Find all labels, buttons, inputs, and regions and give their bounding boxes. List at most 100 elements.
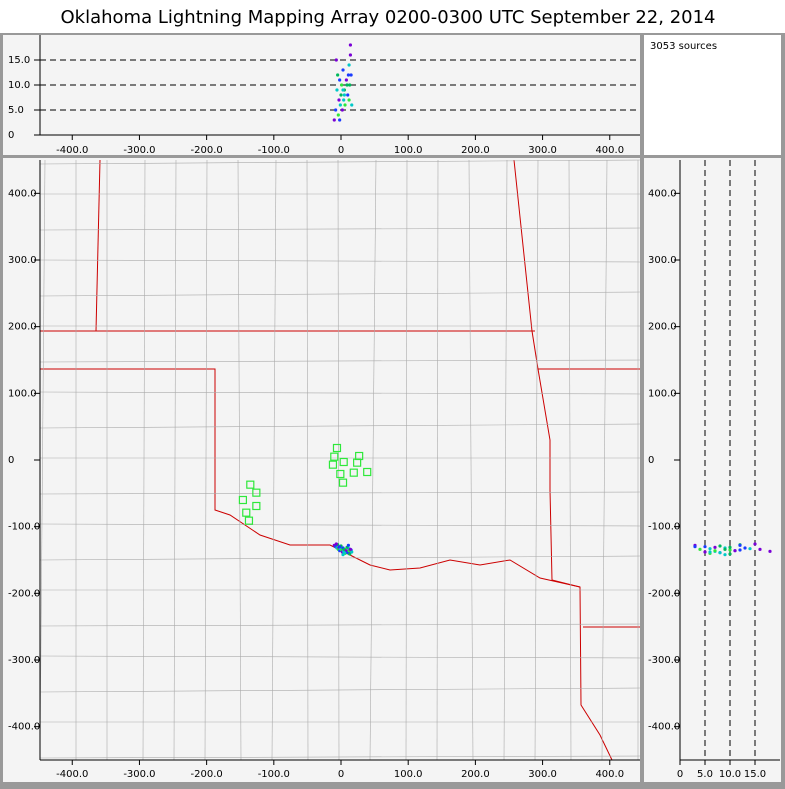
- source-plan: [348, 552, 352, 556]
- x-tick-label: 15.0: [744, 769, 766, 780]
- county-line: [39, 491, 641, 495]
- y-tick-label: 5.0: [8, 105, 24, 116]
- county-line: [39, 523, 641, 527]
- station: [252, 501, 261, 511]
- source-alt-x: [349, 73, 353, 77]
- y-tick-label: 400.0: [8, 188, 37, 199]
- source-plan: [342, 551, 346, 555]
- title: Oklahoma Lightning Mapping Array 0200-03…: [61, 7, 716, 28]
- source-alt-y: [738, 543, 742, 547]
- source-alt-x: [336, 113, 340, 117]
- x-tick-label: 200.0: [461, 769, 490, 780]
- x-tick-label: -300.0: [123, 145, 155, 156]
- title-bar: [0, 0, 785, 33]
- source-alt-y: [728, 552, 732, 556]
- source-plan: [346, 543, 350, 547]
- source-alt-x: [345, 83, 349, 87]
- x-tick-label: 100.0: [394, 145, 423, 156]
- county-line: [39, 655, 641, 659]
- station: [252, 488, 261, 497]
- station: [349, 468, 358, 477]
- source-alt-y: [743, 546, 747, 550]
- y-tick-label: 0: [8, 455, 14, 466]
- source-alt-x: [337, 98, 341, 102]
- x-tick-label: 100.0: [394, 769, 423, 780]
- x-tick-label: 5.0: [697, 769, 713, 780]
- county-line: [369, 159, 377, 761]
- source-alt-x: [340, 108, 344, 112]
- county-line: [39, 687, 641, 693]
- county-line: [39, 423, 641, 429]
- county-line: [39, 259, 641, 263]
- county-line: [237, 159, 242, 761]
- x-tick-label: 300.0: [528, 145, 557, 156]
- station: [238, 495, 248, 505]
- county-line: [436, 159, 439, 761]
- source-alt-x: [347, 98, 351, 102]
- source-alt-x: [341, 88, 345, 92]
- source-alt-x: [344, 78, 348, 82]
- source-alt-x: [342, 93, 346, 97]
- x-tick-label: -100.0: [258, 769, 290, 780]
- county-line: [173, 159, 177, 761]
- state-border: [95, 159, 101, 332]
- y-tick-label: 100.0: [648, 388, 677, 399]
- y-tick-label: 15.0: [8, 55, 30, 66]
- x-tick-label: 10.0: [719, 769, 741, 780]
- source-alt-y: [728, 545, 732, 549]
- station: [330, 452, 339, 461]
- source-alt-x: [332, 118, 336, 122]
- county-line: [337, 159, 340, 761]
- source-alt-x: [348, 43, 353, 47]
- county-line: [468, 159, 474, 761]
- x-tick-label: -400.0: [56, 769, 88, 780]
- station: [244, 516, 254, 525]
- source-alt-x: [335, 88, 339, 92]
- y-tick-label: -400.0: [8, 722, 40, 733]
- source-alt-x: [346, 93, 350, 97]
- count-panel: [644, 35, 781, 155]
- source-alt-y: [723, 547, 727, 551]
- source-alt-x: [347, 63, 351, 67]
- state-border: [513, 159, 613, 761]
- source-plan: [338, 545, 342, 549]
- station: [336, 469, 345, 479]
- y-tick-label: 0: [648, 455, 654, 466]
- county-line: [271, 159, 277, 761]
- station: [246, 480, 255, 489]
- source-alt-x: [343, 103, 347, 107]
- map-base: [39, 159, 641, 761]
- source-alt-x: [346, 73, 350, 77]
- y-tick-label: 200.0: [648, 322, 677, 333]
- station: [363, 467, 372, 477]
- source-count: 3053 sources: [650, 41, 717, 52]
- y-tick-label: 400.0: [648, 188, 677, 199]
- source-alt-y: [753, 542, 757, 546]
- y-tick-label: -100.0: [8, 522, 40, 533]
- county-line: [306, 159, 309, 761]
- source-plan: [350, 550, 354, 554]
- county-line: [601, 159, 608, 761]
- y-tick-label: -300.0: [8, 655, 40, 666]
- source-alt-y: [738, 548, 742, 552]
- x-tick-label: 0: [338, 145, 344, 156]
- state-border: [40, 368, 581, 588]
- station: [339, 457, 348, 467]
- source-alt-y: [748, 547, 752, 551]
- county-line: [405, 159, 408, 761]
- source-alt-y: [718, 544, 722, 548]
- x-tick-label: -200.0: [191, 145, 223, 156]
- county-line: [568, 159, 572, 761]
- county-line: [204, 159, 208, 761]
- y-tick-label: -100.0: [648, 522, 680, 533]
- x-tick-label: 400.0: [595, 769, 624, 780]
- source-alt-x: [338, 78, 342, 82]
- x-tick-label: 200.0: [461, 145, 490, 156]
- source-alt-y: [693, 545, 697, 549]
- y-tick-label: -300.0: [648, 655, 680, 666]
- county-line: [503, 159, 508, 761]
- x-tick-label: -400.0: [56, 145, 88, 156]
- x-tick-label: -100.0: [258, 145, 290, 156]
- source-alt-y: [703, 550, 707, 554]
